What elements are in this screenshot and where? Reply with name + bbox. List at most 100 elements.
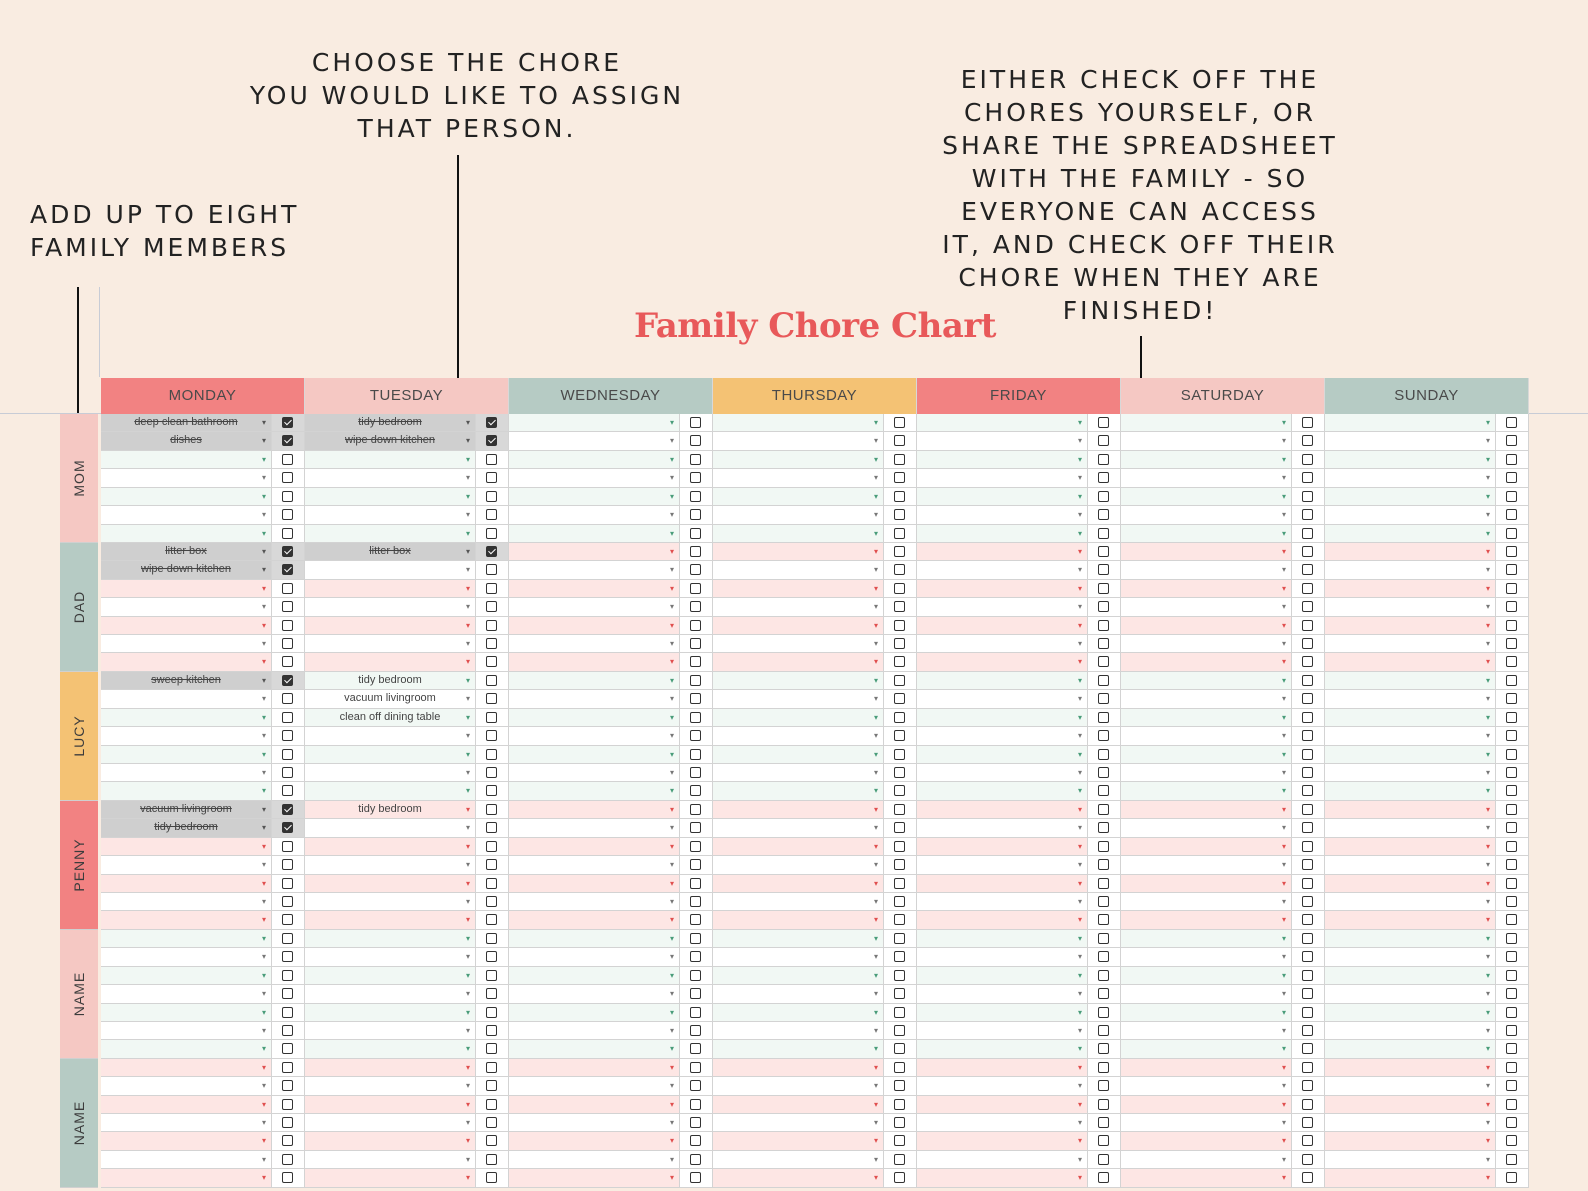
checkbox-icon[interactable] xyxy=(486,656,497,668)
chore-checkbox-cell[interactable] xyxy=(1088,966,1121,985)
checkbox-icon[interactable] xyxy=(690,969,701,981)
chore-checkbox-cell[interactable] xyxy=(884,1021,917,1040)
chore-dropdown[interactable]: ▾ xyxy=(101,708,272,727)
chore-dropdown[interactable]: ▾ xyxy=(305,819,476,837)
chore-dropdown[interactable]: ▾ xyxy=(101,1114,272,1132)
chore-dropdown[interactable]: ▾ xyxy=(713,542,884,561)
dropdown-arrow-icon[interactable]: ▾ xyxy=(261,878,266,888)
chore-dropdown[interactable]: ▾ xyxy=(917,653,1088,671)
dropdown-arrow-icon[interactable]: ▾ xyxy=(1485,860,1490,870)
chore-checkbox-cell[interactable] xyxy=(1088,432,1121,450)
checkbox-icon[interactable] xyxy=(486,822,497,834)
checkbox-icon[interactable] xyxy=(1506,1006,1517,1018)
chore-checkbox-cell[interactable] xyxy=(884,414,917,432)
dropdown-arrow-icon[interactable]: ▾ xyxy=(669,823,674,833)
checkbox-icon[interactable] xyxy=(1098,564,1109,576)
checkbox-icon[interactable] xyxy=(282,619,293,631)
checkbox-icon[interactable] xyxy=(1302,564,1313,576)
checkbox-icon[interactable] xyxy=(1506,1024,1517,1036)
chore-dropdown[interactable]: ▾ xyxy=(509,579,680,598)
chore-dropdown[interactable]: ▾ xyxy=(917,598,1088,616)
chore-checkbox-cell[interactable] xyxy=(1496,837,1529,856)
checkbox-icon[interactable] xyxy=(690,840,701,852)
checkbox-icon[interactable] xyxy=(690,785,701,797)
checkbox-icon[interactable] xyxy=(1302,693,1313,705)
dropdown-arrow-icon[interactable]: ▾ xyxy=(669,731,674,741)
dropdown-arrow-icon[interactable]: ▾ xyxy=(465,418,470,427)
chore-dropdown[interactable]: ▾ xyxy=(1325,1132,1496,1150)
chore-dropdown[interactable]: ▾ xyxy=(713,450,884,469)
dropdown-arrow-icon[interactable]: ▾ xyxy=(1077,1044,1082,1054)
checkbox-icon[interactable] xyxy=(1098,472,1109,484)
dropdown-arrow-icon[interactable]: ▾ xyxy=(1485,1044,1490,1054)
chore-dropdown[interactable]: ▾ xyxy=(1121,414,1292,432)
chore-checkbox-cell[interactable] xyxy=(476,561,509,579)
chore-checkbox-cell[interactable] xyxy=(272,1040,305,1058)
chore-dropdown[interactable]: ▾ xyxy=(713,671,884,690)
checkbox-icon[interactable] xyxy=(282,601,293,613)
checkbox-icon[interactable] xyxy=(894,545,905,557)
chore-dropdown[interactable]: ▾ xyxy=(917,1003,1088,1021)
chore-dropdown[interactable]: ▾ xyxy=(917,1040,1088,1058)
chore-checkbox-cell[interactable] xyxy=(1292,1169,1325,1187)
dropdown-arrow-icon[interactable]: ▾ xyxy=(669,510,674,520)
checkbox-icon[interactable] xyxy=(1506,748,1517,760)
dropdown-arrow-icon[interactable]: ▾ xyxy=(669,1044,674,1054)
checkbox-icon[interactable] xyxy=(1098,840,1109,852)
dropdown-arrow-icon[interactable]: ▾ xyxy=(1077,1099,1082,1109)
chore-checkbox-cell[interactable] xyxy=(1292,1003,1325,1021)
chore-dropdown[interactable]: ▾ xyxy=(101,782,272,800)
chore-dropdown[interactable]: ▾ xyxy=(713,635,884,653)
checkbox-icon[interactable] xyxy=(894,619,905,631)
chore-checkbox-cell[interactable] xyxy=(272,635,305,653)
chore-checkbox-cell[interactable] xyxy=(1292,856,1325,874)
chore-dropdown[interactable]: ▾ xyxy=(1121,1021,1292,1040)
chore-checkbox-cell[interactable] xyxy=(680,1150,713,1169)
checkbox-icon[interactable] xyxy=(894,877,905,889)
checkbox-icon[interactable] xyxy=(1098,1098,1109,1110)
checkbox-icon[interactable] xyxy=(1098,1117,1109,1129)
dropdown-arrow-icon[interactable]: ▾ xyxy=(873,970,878,980)
dropdown-arrow-icon[interactable]: ▾ xyxy=(261,565,266,575)
dropdown-arrow-icon[interactable]: ▾ xyxy=(669,1118,674,1128)
dropdown-arrow-icon[interactable]: ▾ xyxy=(1485,878,1490,888)
checkbox-icon[interactable] xyxy=(894,1117,905,1129)
chore-checkbox-cell[interactable] xyxy=(476,911,509,929)
chore-checkbox-cell[interactable] xyxy=(1496,929,1529,948)
chore-dropdown[interactable]: ▾ xyxy=(713,800,884,819)
dropdown-arrow-icon[interactable]: ▾ xyxy=(261,768,266,778)
chore-checkbox-cell[interactable] xyxy=(884,1003,917,1021)
chore-dropdown[interactable]: ▾ xyxy=(1121,579,1292,598)
chore-dropdown[interactable]: ▾ xyxy=(1121,1040,1292,1058)
chore-checkbox-cell[interactable] xyxy=(1292,524,1325,542)
dropdown-arrow-icon[interactable]: ▾ xyxy=(873,1025,878,1035)
chore-checkbox-cell[interactable] xyxy=(680,1095,713,1114)
chore-checkbox-cell[interactable] xyxy=(1292,671,1325,690)
chore-dropdown[interactable]: ▾ xyxy=(305,1095,476,1114)
dropdown-arrow-icon[interactable]: ▾ xyxy=(1077,731,1082,741)
checkbox-icon[interactable] xyxy=(486,1080,497,1092)
dropdown-arrow-icon[interactable]: ▾ xyxy=(1077,639,1082,649)
chore-checkbox-cell[interactable] xyxy=(476,579,509,598)
dropdown-arrow-icon[interactable]: ▾ xyxy=(1281,1007,1286,1017)
chore-dropdown[interactable]: ▾ xyxy=(305,1021,476,1040)
dropdown-arrow-icon[interactable]: ▾ xyxy=(1077,712,1082,722)
dropdown-arrow-icon[interactable]: ▾ xyxy=(873,804,878,814)
checkbox-icon[interactable] xyxy=(1098,932,1109,944)
checkbox-icon[interactable] xyxy=(1302,435,1313,447)
chore-dropdown[interactable]: ▾ xyxy=(1325,1003,1496,1021)
checkbox-icon[interactable] xyxy=(1506,988,1517,1000)
chore-dropdown[interactable]: ▾ xyxy=(101,856,272,874)
checkbox-icon[interactable] xyxy=(894,988,905,1000)
chore-checkbox-cell[interactable] xyxy=(1292,450,1325,469)
checkbox-icon[interactable] xyxy=(1098,877,1109,889)
chore-dropdown[interactable]: ▾ xyxy=(509,450,680,469)
chore-checkbox-cell[interactable] xyxy=(680,690,713,708)
chore-checkbox-cell[interactable] xyxy=(476,800,509,819)
checkbox-icon[interactable] xyxy=(486,969,497,981)
dropdown-arrow-icon[interactable]: ▾ xyxy=(1281,1136,1286,1146)
dropdown-arrow-icon[interactable]: ▾ xyxy=(465,1044,470,1054)
chore-checkbox-cell[interactable] xyxy=(272,1095,305,1114)
chore-dropdown[interactable]: ▾ xyxy=(305,856,476,874)
chore-dropdown[interactable]: ▾ xyxy=(713,837,884,856)
